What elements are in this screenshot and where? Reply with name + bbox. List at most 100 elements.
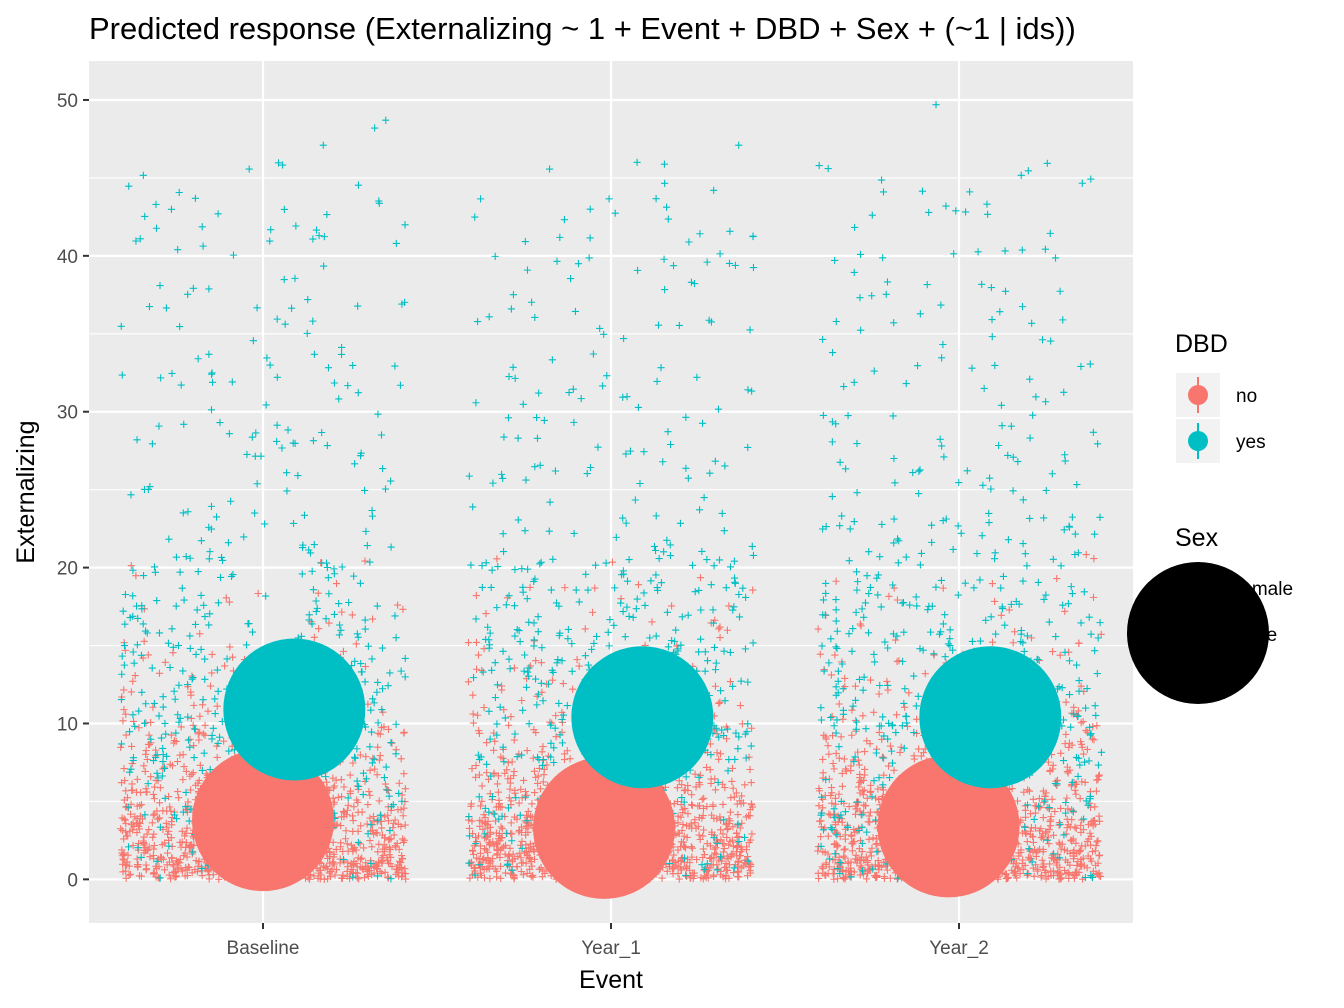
raw-point: [470, 864, 478, 872]
raw-point: [720, 647, 728, 655]
raw-point: [494, 562, 502, 571]
raw-point: [207, 502, 216, 510]
raw-point: [280, 275, 288, 284]
raw-point: [870, 708, 878, 716]
raw-point: [153, 597, 161, 605]
raw-point: [1051, 779, 1060, 788]
raw-point: [913, 602, 921, 610]
raw-point: [213, 666, 221, 674]
raw-point: [273, 421, 281, 429]
raw-point: [1079, 854, 1087, 862]
raw-point: [137, 872, 145, 880]
raw-point: [852, 716, 860, 725]
raw-point: [968, 364, 976, 372]
raw-point: [1061, 856, 1070, 864]
raw-point: [306, 875, 314, 883]
raw-point: [1079, 750, 1088, 758]
raw-point: [828, 825, 836, 833]
raw-point: [329, 794, 337, 802]
raw-point: [395, 789, 403, 798]
raw-point: [499, 474, 507, 482]
raw-point: [954, 591, 962, 599]
raw-point: [1012, 597, 1020, 606]
legend-key-dot: [1188, 385, 1208, 405]
legend-key-dot: [1188, 431, 1208, 451]
raw-point: [1071, 550, 1079, 559]
raw-point: [684, 611, 692, 619]
raw-point: [695, 813, 703, 822]
raw-point: [836, 832, 844, 841]
raw-point: [485, 838, 493, 846]
raw-point: [362, 775, 371, 783]
raw-point: [859, 791, 868, 799]
raw-point: [888, 759, 897, 767]
raw-point: [1078, 740, 1086, 748]
raw-point: [827, 671, 836, 679]
raw-point: [190, 725, 199, 733]
raw-point: [471, 863, 479, 872]
raw-point: [495, 799, 503, 808]
raw-point: [840, 755, 849, 763]
raw-point: [728, 777, 736, 785]
raw-point: [903, 719, 911, 727]
raw-point: [152, 873, 160, 881]
raw-point: [191, 620, 200, 629]
raw-point: [819, 804, 827, 812]
raw-point: [298, 570, 306, 578]
raw-point: [222, 594, 230, 602]
raw-point: [664, 215, 672, 223]
raw-point: [375, 199, 383, 207]
raw-point: [747, 779, 755, 787]
raw-point: [350, 803, 358, 811]
raw-point: [716, 633, 724, 642]
raw-point: [722, 584, 730, 592]
raw-point: [162, 730, 170, 738]
raw-point: [1026, 514, 1034, 523]
raw-point: [1080, 815, 1088, 823]
raw-point: [214, 210, 222, 218]
raw-point: [186, 772, 194, 780]
raw-point: [1001, 287, 1010, 295]
raw-point: [1061, 451, 1069, 459]
raw-point: [744, 857, 752, 865]
raw-point: [874, 847, 882, 855]
raw-point: [168, 854, 176, 862]
raw-point: [619, 567, 627, 575]
raw-point: [825, 659, 833, 667]
raw-point: [696, 230, 704, 238]
raw-point: [356, 751, 364, 759]
raw-point: [399, 605, 407, 613]
raw-point: [1036, 803, 1044, 811]
raw-point: [832, 829, 840, 838]
raw-point: [378, 831, 386, 839]
raw-point: [701, 667, 709, 675]
raw-point: [480, 844, 489, 853]
raw-point: [854, 748, 862, 756]
raw-point: [361, 616, 369, 624]
raw-point: [368, 759, 376, 767]
raw-point: [582, 570, 590, 578]
raw-point: [682, 413, 690, 421]
raw-point: [571, 307, 580, 316]
raw-point: [515, 826, 524, 835]
raw-point: [127, 821, 136, 829]
raw-point: [550, 744, 558, 752]
raw-point: [819, 525, 827, 533]
raw-point: [167, 205, 176, 213]
raw-point: [677, 641, 685, 649]
raw-point: [1051, 807, 1059, 816]
raw-point: [382, 763, 390, 771]
raw-point: [1041, 245, 1049, 253]
raw-point: [142, 865, 151, 873]
raw-point: [340, 783, 348, 791]
raw-point: [837, 733, 845, 741]
legend-sex: Sexfemalemale: [1127, 524, 1293, 704]
raw-point: [124, 803, 132, 811]
raw-point: [472, 615, 480, 623]
raw-point: [704, 866, 713, 874]
raw-point: [330, 610, 339, 619]
raw-point: [1001, 621, 1009, 629]
raw-point: [353, 745, 361, 753]
raw-point: [1046, 767, 1054, 775]
